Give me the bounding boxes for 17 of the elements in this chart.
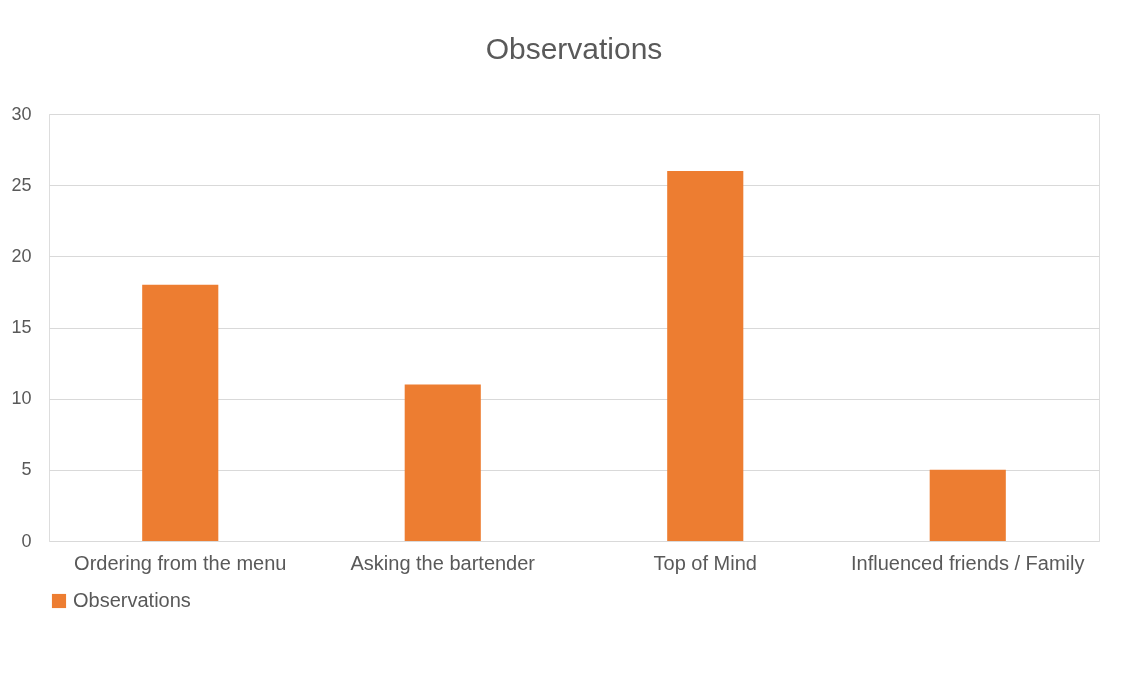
y-tick-label: 0 [21, 530, 32, 551]
y-tick-label: 15 [11, 317, 32, 337]
x-tick-label: Ordering from the menu [74, 551, 287, 574]
chart-title: Observations [485, 32, 663, 65]
bar [667, 170, 744, 541]
bar [404, 384, 481, 541]
y-tick-label: 10 [11, 388, 32, 409]
bar [142, 284, 219, 541]
y-tick-label: 5 [21, 459, 32, 480]
legend-label: Observations [73, 589, 191, 611]
bar [929, 469, 1006, 541]
x-tick-label: Influenced friends / Family [851, 551, 1085, 574]
y-tick-label: 25 [11, 174, 32, 195]
x-tick-label: Top of Mind [653, 551, 757, 574]
y-tick-label: 30 [11, 103, 32, 124]
y-tick-label: 20 [11, 245, 32, 266]
x-tick-label: Asking the bartender [350, 551, 536, 574]
